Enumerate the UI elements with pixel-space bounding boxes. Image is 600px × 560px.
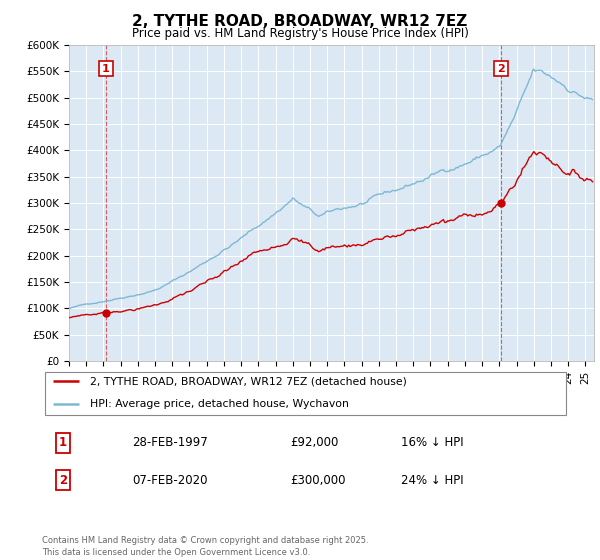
Text: HPI: Average price, detached house, Wychavon: HPI: Average price, detached house, Wych… [89, 399, 349, 409]
Text: 2: 2 [497, 63, 505, 73]
Text: Price paid vs. HM Land Registry's House Price Index (HPI): Price paid vs. HM Land Registry's House … [131, 27, 469, 40]
Text: 28-FEB-1997: 28-FEB-1997 [132, 436, 208, 450]
Text: Contains HM Land Registry data © Crown copyright and database right 2025.
This d: Contains HM Land Registry data © Crown c… [42, 536, 368, 557]
Text: 2: 2 [59, 474, 67, 487]
Text: £300,000: £300,000 [290, 474, 346, 487]
FancyBboxPatch shape [44, 372, 566, 415]
Text: 24% ↓ HPI: 24% ↓ HPI [401, 474, 464, 487]
Text: £92,000: £92,000 [290, 436, 338, 450]
Text: 1: 1 [59, 436, 67, 450]
Text: 16% ↓ HPI: 16% ↓ HPI [401, 436, 464, 450]
Text: 2, TYTHE ROAD, BROADWAY, WR12 7EZ (detached house): 2, TYTHE ROAD, BROADWAY, WR12 7EZ (detac… [89, 376, 406, 386]
Text: 2, TYTHE ROAD, BROADWAY, WR12 7EZ: 2, TYTHE ROAD, BROADWAY, WR12 7EZ [133, 14, 467, 29]
Text: 1: 1 [102, 63, 110, 73]
Text: 07-FEB-2020: 07-FEB-2020 [132, 474, 207, 487]
